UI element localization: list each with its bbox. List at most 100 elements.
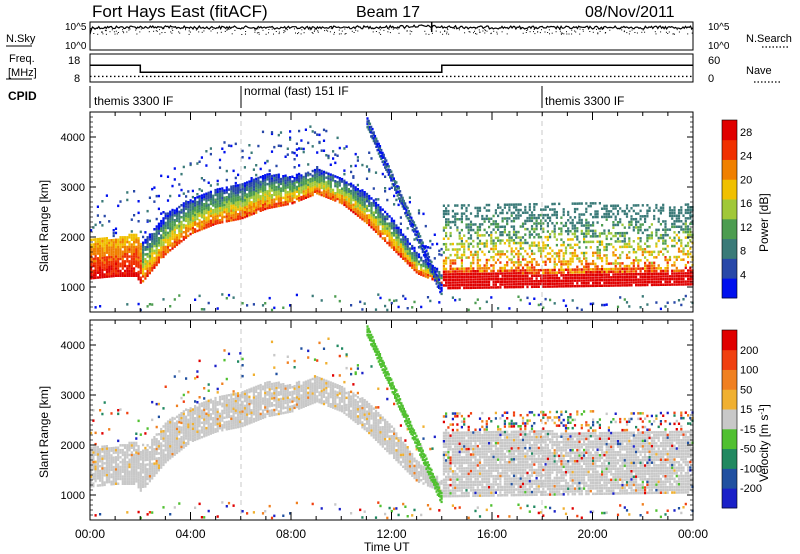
power-swatch <box>722 120 737 141</box>
power-cell <box>393 238 396 242</box>
power-cell <box>171 208 174 212</box>
power-cell <box>488 272 491 275</box>
power-cell <box>499 272 502 275</box>
power-cell <box>395 299 398 302</box>
power-cell <box>399 193 402 197</box>
power-cell <box>370 204 373 207</box>
power-cell <box>598 284 601 287</box>
power-cell <box>637 231 640 235</box>
power-cell <box>368 216 371 219</box>
power-cell <box>286 186 289 189</box>
power-cell <box>307 174 310 177</box>
power-cell <box>356 202 359 205</box>
power-cell <box>560 232 563 236</box>
velocity-cell <box>105 473 108 477</box>
power-cell <box>451 273 454 276</box>
power-cell <box>214 208 217 211</box>
power-cell <box>390 227 393 230</box>
power-cell <box>510 272 513 275</box>
power-cell <box>689 206 692 209</box>
power-cell <box>644 275 647 278</box>
power-cell <box>436 242 439 246</box>
velocity-cell <box>101 447 104 451</box>
power-cell <box>96 259 99 262</box>
power-cell <box>241 202 244 205</box>
power-cell <box>637 226 640 229</box>
power-cell <box>185 207 188 211</box>
power-cell <box>232 211 235 214</box>
power-cell <box>126 248 129 251</box>
power-cell <box>508 274 511 278</box>
power-cell <box>592 232 595 235</box>
noise-sample <box>674 33 675 35</box>
power-cell <box>99 247 102 250</box>
power-cell <box>218 195 222 198</box>
power-cell <box>110 265 113 268</box>
power-cell <box>467 223 470 226</box>
power-cell <box>601 276 604 279</box>
power-cell <box>162 219 165 223</box>
power-cell <box>494 286 497 289</box>
power-cell <box>510 274 513 278</box>
power-cell <box>209 207 212 210</box>
nave-label: Nave <box>746 65 772 77</box>
power-cell <box>255 208 258 212</box>
power-cell <box>230 204 233 208</box>
power-cell <box>558 232 561 236</box>
power-cell <box>155 234 158 238</box>
power-cell <box>318 173 321 177</box>
power-cell <box>515 252 518 256</box>
velocity-cell <box>114 460 118 464</box>
power-cell <box>515 283 518 286</box>
power-cell <box>108 268 111 271</box>
power-cell <box>252 200 255 203</box>
power-cell <box>535 216 538 220</box>
power-cell <box>671 244 674 248</box>
power-cell <box>157 194 160 198</box>
power-cell <box>625 264 629 268</box>
power-cell <box>420 247 423 250</box>
noise-sample <box>665 31 667 33</box>
power-cell <box>207 194 210 197</box>
power-cell <box>465 283 468 287</box>
power-cell <box>171 225 174 229</box>
power-cell <box>562 268 565 272</box>
power-cell <box>596 284 599 287</box>
power-cell <box>684 230 687 234</box>
power-cell <box>490 269 493 273</box>
power-cell <box>488 220 491 223</box>
power-cell <box>92 238 95 241</box>
power-cell <box>465 256 468 259</box>
power-cell <box>535 222 538 225</box>
power-cell <box>108 275 111 278</box>
power-cell <box>198 214 201 217</box>
power-cell <box>655 278 658 281</box>
noise-sample <box>226 29 228 31</box>
power-cell <box>558 260 561 263</box>
power-cell <box>363 205 366 208</box>
noise-sample <box>355 29 357 31</box>
power-cell <box>166 231 170 235</box>
power-cell <box>164 252 167 256</box>
power-cell <box>289 197 292 201</box>
power-cell <box>218 166 222 169</box>
power-cell <box>569 238 572 241</box>
power-cell <box>481 272 484 276</box>
power-cell <box>103 268 106 271</box>
power-cell <box>112 265 115 268</box>
power-cell <box>108 248 111 252</box>
power-cell <box>413 256 416 260</box>
power-cell <box>578 213 581 216</box>
power-cell <box>395 236 398 239</box>
power-cell <box>666 301 669 304</box>
power-cell <box>664 256 667 259</box>
power-cell <box>377 220 380 224</box>
power-cell <box>408 254 411 258</box>
power-cell <box>488 217 491 220</box>
power-cell <box>230 190 233 193</box>
power-cell <box>304 191 307 195</box>
power-cell <box>137 277 140 281</box>
power-cell <box>648 237 651 240</box>
power-cell <box>198 209 201 213</box>
